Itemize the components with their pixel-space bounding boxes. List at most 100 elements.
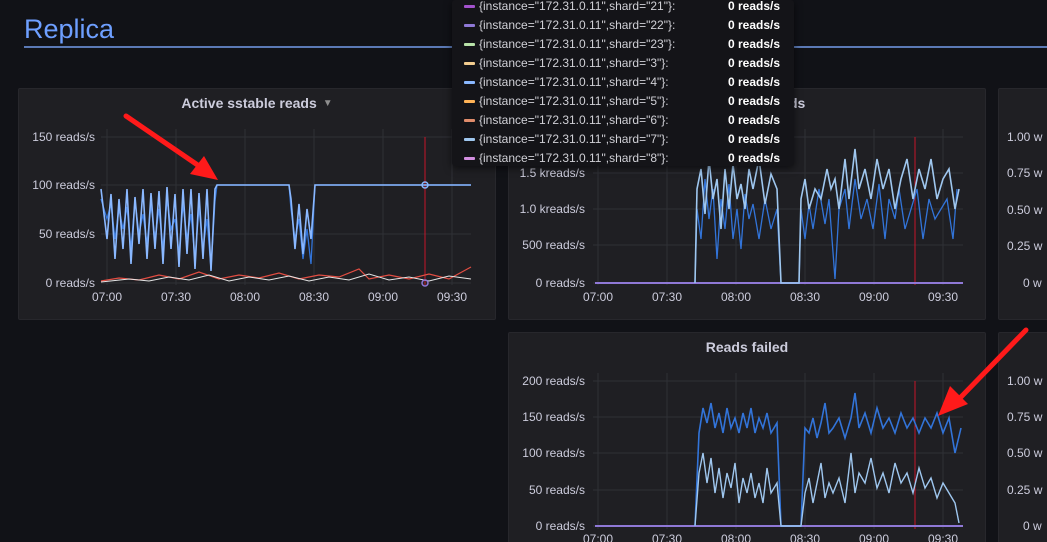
series-swatch xyxy=(464,100,475,103)
x-tick-label: 07:30 xyxy=(161,290,191,304)
panel-title[interactable]: Reads failed xyxy=(509,339,985,355)
panel-right-bottom[interactable]: 1.00 w 0.75 w 0.50 w 0.25 w 0 w xyxy=(998,332,1047,542)
panel-active-sstable-reads[interactable]: Active sstable reads ▼ 150 reads/s 100 re… xyxy=(18,88,496,320)
y-tick-label: 1.0 kreads/s xyxy=(520,202,585,216)
x-tick-label: 09:00 xyxy=(859,532,889,542)
tooltip-series-value: 0 reads/s xyxy=(728,151,781,165)
tooltip-series-label: {instance="172.31.0.11",shard="23"}: xyxy=(479,37,676,51)
x-tick-label: 09:30 xyxy=(928,532,958,542)
x-tick-label: 07:30 xyxy=(652,290,682,304)
y-axis: 150 reads/s 100 reads/s 50 reads/s 0 rea… xyxy=(32,130,95,290)
tooltip-series-value: 0 reads/s xyxy=(728,113,781,127)
y-tick-label: 1.5 kreads/s xyxy=(520,166,585,180)
row-title[interactable]: Replica xyxy=(24,14,115,44)
series-swatch xyxy=(464,43,475,46)
data-point-marker[interactable] xyxy=(421,181,429,189)
y-axis: 200 reads/s 150 reads/s 100 reads/s 50 r… xyxy=(522,374,585,533)
y-tick-label: 0.25 w xyxy=(1007,239,1043,253)
x-tick-label: 08:00 xyxy=(721,532,751,542)
series-swatch xyxy=(464,138,475,141)
x-tick-label: 07:30 xyxy=(652,532,682,542)
x-tick-label: 08:30 xyxy=(790,532,820,542)
panel-title[interactable]: Active sstable reads ▼ xyxy=(19,95,495,111)
y-tick-label: 50 reads/s xyxy=(529,483,585,497)
panel-right-top[interactable]: 1.00 w 0.75 w 0.50 w 0.25 w 0 w xyxy=(998,88,1047,320)
data-point-marker[interactable] xyxy=(421,279,429,287)
y-tick-label: 0.25 w xyxy=(1007,483,1043,497)
series-swatch xyxy=(464,24,475,27)
y-tick-label: 0.75 w xyxy=(1007,410,1043,424)
chart-right-top: 1.00 w 0.75 w 0.50 w 0.25 w 0 w xyxy=(1007,130,1043,290)
y-tick-label: 0.75 w xyxy=(1007,166,1043,180)
tooltip-series-label: {instance="172.31.0.11",shard="7"}: xyxy=(479,132,669,146)
tooltip-series-value: 0 reads/s xyxy=(728,94,781,108)
chart-right-bottom: 1.00 w 0.75 w 0.50 w 0.25 w 0 w xyxy=(1007,374,1043,533)
series-line xyxy=(694,148,960,284)
chevron-down-icon[interactable]: ▼ xyxy=(322,98,333,109)
y-tick-label: 0 w xyxy=(1023,276,1042,290)
y-tick-label: 500 reads/s xyxy=(522,238,585,252)
tooltip-row: {instance="172.31.0.11",shard="23"}: 0 r… xyxy=(464,37,794,56)
y-tick-label: 0 reads/s xyxy=(46,276,95,290)
tooltip-series-value: 0 reads/s xyxy=(728,56,781,70)
x-tick-label: 09:30 xyxy=(928,290,958,304)
tooltip-row: {instance="172.31.0.11",shard="22"}: 0 r… xyxy=(464,18,794,37)
tooltip-series-value: 0 reads/s xyxy=(728,75,781,89)
tooltip-row: {instance="172.31.0.11",shard="8"}: 0 re… xyxy=(464,151,794,166)
chart-reads-failed[interactable]: 200 reads/s 150 reads/s 100 reads/s 50 r… xyxy=(509,333,986,542)
series-swatch xyxy=(464,157,475,160)
x-tick-label: 07:00 xyxy=(583,290,613,304)
y-tick-label: 150 reads/s xyxy=(522,410,585,424)
x-tick-label: 08:30 xyxy=(299,290,329,304)
series-line xyxy=(694,452,960,527)
x-axis: 07:00 07:30 08:00 08:30 09:00 09:30 xyxy=(583,532,958,542)
series-swatch xyxy=(464,62,475,65)
y-axis: 1.5 kreads/s 1.0 kreads/s 500 reads/s 0 … xyxy=(520,166,585,290)
tooltip-series-value: 0 reads/s xyxy=(728,132,781,146)
series-line xyxy=(100,184,471,272)
annotation-arrow xyxy=(123,113,218,180)
x-tick-label: 09:30 xyxy=(437,290,467,304)
panel-reads-failed[interactable]: Reads failed 200 reads/s 150 reads/s 100… xyxy=(508,332,986,542)
chart-active-sstable-reads[interactable]: 150 reads/s 100 reads/s 50 reads/s 0 rea… xyxy=(19,89,496,320)
y-tick-label: 0.50 w xyxy=(1007,446,1043,460)
x-axis: 07:00 07:30 08:00 08:30 09:00 09:30 xyxy=(92,290,467,304)
y-tick-label: 100 reads/s xyxy=(32,178,95,192)
y-tick-label: 50 reads/s xyxy=(39,227,95,241)
y-tick-label: 150 reads/s xyxy=(32,130,95,144)
tooltip-row: {instance="172.31.0.11",shard="21"}: 0 r… xyxy=(464,0,794,18)
tooltip-series-label: {instance="172.31.0.11",shard="21"}: xyxy=(479,0,676,13)
panel-title-text: Reads failed xyxy=(705,339,789,355)
series-noise xyxy=(100,273,472,283)
tooltip-series-label: {instance="172.31.0.11",shard="3"}: xyxy=(479,56,669,70)
y-tick-label: 1.00 w xyxy=(1007,130,1043,144)
tooltip-row: {instance="172.31.0.11",shard="3"}: 0 re… xyxy=(464,56,794,75)
series-line xyxy=(694,392,962,527)
tooltip-series-value: 0 reads/s xyxy=(728,37,781,51)
x-tick-label: 08:00 xyxy=(230,290,260,304)
x-tick-label: 09:00 xyxy=(859,290,889,304)
y-tick-label: 0.50 w xyxy=(1007,203,1043,217)
tooltip-series-value: 0 reads/s xyxy=(728,18,781,32)
series-swatch xyxy=(464,81,475,84)
y-tick-label: 0 w xyxy=(1023,519,1042,533)
series-swatch xyxy=(464,5,475,8)
panel-title-text: Active sstable reads xyxy=(181,95,317,111)
y-tick-label: 100 reads/s xyxy=(522,446,585,460)
tooltip-series-label: {instance="172.31.0.11",shard="5"}: xyxy=(479,94,669,108)
x-axis: 07:00 07:30 08:00 08:30 09:00 09:30 xyxy=(583,290,958,304)
y-tick-label: 1.00 w xyxy=(1007,374,1043,388)
series-swatch xyxy=(464,119,475,122)
tooltip-row: {instance="172.31.0.11",shard="4"}: 0 re… xyxy=(464,75,794,94)
annotation-arrow xyxy=(938,327,1029,416)
x-tick-label: 08:30 xyxy=(790,290,820,304)
tooltip-series-label: {instance="172.31.0.11",shard="22"}: xyxy=(479,18,676,32)
tooltip-row: {instance="172.31.0.11",shard="7"}: 0 re… xyxy=(464,132,794,151)
x-tick-label: 07:00 xyxy=(92,290,122,304)
x-tick-label: 09:00 xyxy=(368,290,398,304)
x-tick-label: 08:00 xyxy=(721,290,751,304)
tooltip-row: {instance="172.31.0.11",shard="5"}: 0 re… xyxy=(464,94,794,113)
x-tick-label: 07:00 xyxy=(583,532,613,542)
tooltip-row: {instance="172.31.0.11",shard="6"}: 0 re… xyxy=(464,113,794,132)
y-tick-label: 200 reads/s xyxy=(522,374,585,388)
